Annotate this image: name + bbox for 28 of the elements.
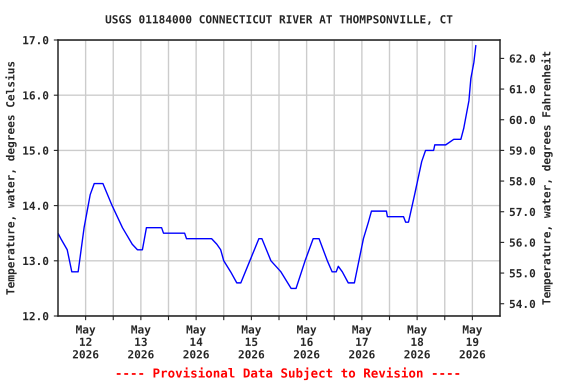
x-tick-label: May 19 2026: [460, 325, 486, 359]
y-tick-label: 16.0: [23, 91, 48, 100]
y2-axis-title: Temperature, water, degrees Fahrenheit: [541, 52, 553, 305]
y2-tick-label: 56.0: [510, 238, 536, 247]
text: ---- Provisional Data Subject to Revision ----: [116, 367, 460, 380]
y2-tick-label: 59.0: [510, 146, 536, 155]
x-tick-label: May 12 2026: [72, 325, 98, 359]
y-tick-label: 14.0: [23, 202, 48, 210]
x-tick-label: May 17 2026: [349, 325, 375, 359]
y2-tick-label: 61.0: [510, 85, 536, 94]
y2-tick-label: 62.0: [510, 54, 536, 63]
y-tick-label: 13.0: [23, 256, 48, 266]
x-tick-label: May 13 2026: [128, 325, 154, 359]
line-series: [58, 44, 477, 290]
y2-tick-label: 55.0: [510, 269, 536, 278]
y-axis-title: Temperature, water, degrees Celsius: [5, 62, 17, 295]
x-tick-label: May 16 2026: [294, 325, 320, 359]
x-tick-label: May 18 2026: [404, 325, 430, 359]
y-tick-label: 17.0: [23, 36, 48, 44]
y2-tick-label: 58.0: [510, 177, 536, 186]
y2-tick-label: 54.0: [510, 300, 536, 308]
y2-tick-label: 60.0: [510, 116, 536, 124]
y-tick-label: 15.0: [23, 146, 48, 155]
x-tick-label: May 15 2026: [238, 325, 264, 359]
x-tick-label: May 14 2026: [183, 325, 209, 359]
chart-title: USGS 01184000 CONNECTICUT RIVER AT THOMPSONVILLE, CT: [106, 15, 452, 25]
y-tick-label: 12.0: [23, 312, 48, 320]
y2-tick-label: 57.0: [510, 208, 536, 216]
